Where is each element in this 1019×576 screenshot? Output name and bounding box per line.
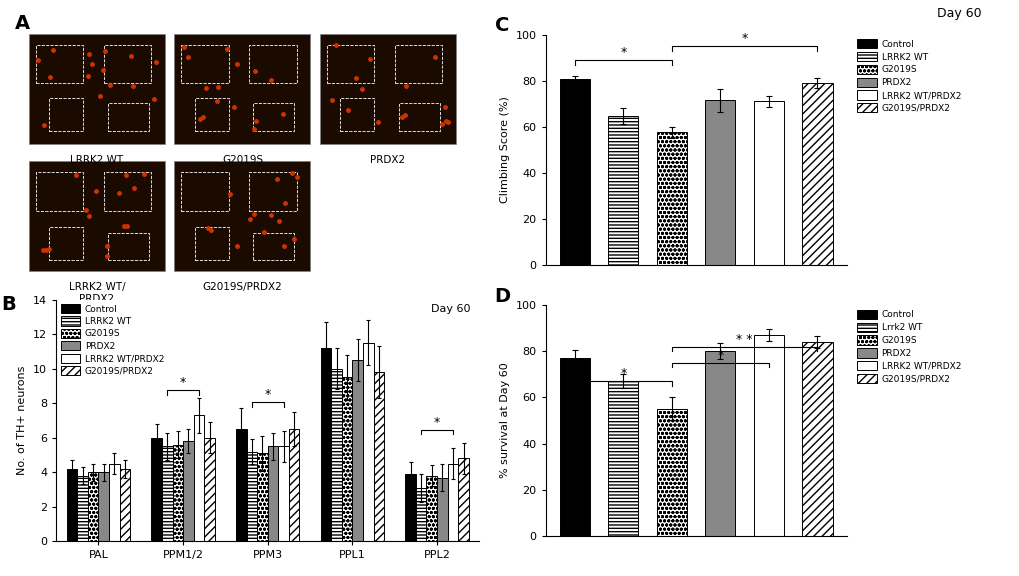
Bar — [320, 348, 331, 541]
Bar — [88, 472, 99, 541]
Bar — [331, 369, 341, 541]
Y-axis label: Climbing Score (%): Climbing Score (%) — [499, 96, 510, 203]
Text: LRRK2 WT: LRRK2 WT — [70, 156, 123, 165]
Bar — [49, 98, 84, 131]
Bar — [204, 438, 215, 541]
Text: *: * — [741, 32, 747, 45]
Text: A: A — [15, 14, 30, 33]
Bar — [802, 342, 832, 536]
Bar — [162, 446, 172, 541]
Bar — [194, 415, 204, 541]
Bar — [753, 101, 784, 265]
Bar — [77, 476, 88, 541]
Bar — [235, 429, 247, 541]
Text: B: B — [1, 295, 16, 314]
Text: *: * — [716, 348, 722, 362]
Bar — [253, 103, 293, 131]
Text: D: D — [494, 287, 511, 306]
Bar — [447, 464, 458, 541]
Text: PRDX2: PRDX2 — [370, 156, 406, 165]
Bar — [373, 372, 384, 541]
Bar — [458, 458, 469, 541]
Text: LRRK2 WT/
PRDX2: LRRK2 WT/ PRDX2 — [68, 282, 125, 304]
Text: *: * — [620, 367, 626, 380]
Bar — [268, 446, 278, 541]
Bar — [99, 472, 109, 541]
Text: *: * — [433, 416, 440, 429]
Y-axis label: % survival at Day 60: % survival at Day 60 — [499, 363, 510, 478]
Bar — [340, 98, 374, 131]
Bar — [656, 409, 686, 536]
Text: C: C — [494, 16, 508, 35]
Bar — [753, 335, 784, 536]
Bar — [195, 98, 228, 131]
Bar — [195, 227, 228, 260]
Legend: Control, LRRK2 WT, G2019S, PRDX2, LRRK2 WT/PRDX2, G2019S/PRDX2: Control, LRRK2 WT, G2019S, PRDX2, LRRK2 … — [60, 304, 164, 376]
Text: *: * — [179, 376, 186, 389]
Bar — [66, 469, 77, 541]
Bar — [288, 429, 300, 541]
Bar — [108, 233, 149, 260]
Bar — [151, 438, 162, 541]
Bar — [119, 469, 130, 541]
Bar — [426, 476, 437, 541]
Text: G2019S/PRDX2: G2019S/PRDX2 — [203, 282, 282, 293]
Bar — [363, 343, 373, 541]
Bar — [247, 452, 257, 541]
Bar — [559, 358, 589, 536]
Bar — [172, 445, 183, 541]
Bar — [353, 360, 363, 541]
Bar — [398, 103, 439, 131]
Bar — [416, 488, 426, 541]
Bar — [257, 453, 267, 541]
Bar — [656, 132, 686, 265]
Bar — [705, 100, 735, 265]
Bar — [607, 116, 638, 265]
Bar — [405, 474, 416, 541]
Legend: Control, Lrrk2 WT, G2019S, PRDX2, LRRK2 WT/PRDX2, G2019S/PRDX2: Control, Lrrk2 WT, G2019S, PRDX2, LRRK2 … — [856, 310, 960, 384]
Y-axis label: No. of TH+ neurons: No. of TH+ neurons — [17, 366, 28, 475]
Text: * *: * * — [736, 332, 752, 346]
Bar — [802, 83, 832, 265]
Text: *: * — [264, 388, 271, 401]
Text: Day 60: Day 60 — [431, 304, 471, 314]
Legend: Control, LRRK2 WT, G2019S, PRDX2, LRRK2 WT/PRDX2, G2019S/PRDX2: Control, LRRK2 WT, G2019S, PRDX2, LRRK2 … — [856, 39, 960, 113]
Text: *: * — [620, 46, 626, 59]
Bar — [49, 227, 84, 260]
Bar — [705, 351, 735, 536]
Bar — [253, 233, 293, 260]
Bar — [437, 478, 447, 541]
Bar — [109, 464, 119, 541]
Bar — [341, 377, 353, 541]
Text: Day 60: Day 60 — [936, 7, 981, 20]
Text: G2019S: G2019S — [222, 156, 263, 165]
Bar — [278, 446, 288, 541]
Bar — [108, 103, 149, 131]
Bar — [183, 441, 194, 541]
Bar — [607, 381, 638, 536]
Bar — [559, 79, 589, 265]
